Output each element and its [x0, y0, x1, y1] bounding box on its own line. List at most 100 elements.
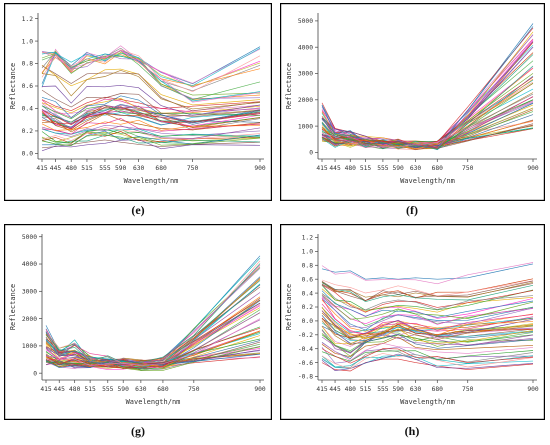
x-tick-label: 480	[345, 165, 357, 172]
spectrum-line	[321, 278, 534, 301]
chart-f: 0 1000 2000 3000 4000 5000 415 445 480 515 555 590 6…	[280, 3, 545, 201]
spectrum-line	[321, 280, 534, 302]
spectrum-line	[45, 260, 261, 365]
caption-f: (f)	[406, 203, 418, 217]
spectrum-line	[321, 99, 534, 149]
y-tick-label: 4000	[298, 44, 313, 51]
y-tick-label: -0.8	[298, 374, 313, 381]
spectrum-line	[321, 65, 534, 150]
spectrum-line	[41, 95, 261, 124]
x-tick-label: 900	[254, 165, 266, 172]
x-tick-label: 445	[54, 386, 66, 393]
y-axis-label: Reflectance	[285, 63, 293, 109]
spectrum-line	[41, 131, 261, 144]
x-tick-label: 900	[527, 386, 539, 393]
y-tick-label: 0.2	[302, 304, 314, 311]
spectrum-line	[45, 346, 261, 371]
x-tick-label: 415	[316, 386, 328, 393]
x-tick-label: 630	[410, 165, 422, 172]
x-tick-label: 680	[157, 386, 169, 393]
spectrum-line	[41, 47, 261, 87]
spectrum-line	[41, 119, 261, 131]
x-tick-label: 515	[360, 386, 372, 393]
x-tick-label: 445	[329, 165, 341, 172]
spectrum-line	[321, 353, 534, 371]
caption-e: (e)	[131, 203, 145, 217]
spectrum-line	[321, 353, 534, 370]
spectrum-line	[321, 342, 534, 361]
spectrum-line	[41, 132, 261, 143]
y-tick-label: 3000	[22, 289, 37, 296]
spectrum-line	[41, 113, 261, 130]
x-tick-label: 680	[432, 386, 444, 393]
spectrum-line	[321, 317, 534, 339]
x-tick-label: 630	[410, 386, 422, 393]
y-tick-label: 0	[309, 150, 313, 157]
spectrum-line	[321, 279, 534, 297]
spectrum-line	[321, 315, 534, 345]
spectrum-line	[41, 84, 261, 116]
panel-frame	[280, 224, 545, 420]
spectrum-line	[41, 118, 261, 135]
spectrum-line	[321, 293, 534, 327]
spectrum-line	[321, 310, 534, 339]
spectrum-line	[321, 290, 534, 318]
x-tick-label: 590	[392, 165, 404, 172]
series-group	[321, 262, 534, 372]
y-tick-label: 1000	[298, 123, 313, 130]
x-tick-label: 750	[462, 386, 474, 393]
x-tick-label: 750	[188, 386, 200, 393]
panel-frame	[280, 3, 545, 201]
x-tick-label: 590	[115, 165, 127, 172]
spectrum-line	[41, 89, 261, 118]
x-axis-label: Wavelength/nm	[400, 398, 455, 406]
y-tick-label: 0.6	[22, 83, 34, 90]
y-tick-label: -0.6	[298, 360, 313, 367]
panel-h: -0.8 -0.6 -0.4 -0.2 0.0 0.2 0.4 0.6 0.8 1.0 1.2 415…	[280, 224, 545, 420]
spectrum-line	[321, 348, 534, 364]
spectrum-line	[321, 307, 534, 334]
spectrum-line	[41, 139, 261, 149]
spectrum-line	[41, 112, 261, 128]
y-tick-label: 1000	[22, 343, 37, 350]
spectrum-line	[321, 293, 534, 319]
spectrum-line	[41, 127, 261, 142]
spectrum-line	[321, 263, 534, 280]
spectrum-line	[41, 105, 261, 120]
spectrum-line	[45, 267, 261, 367]
y-tick-label: 5000	[22, 234, 37, 241]
series-group	[45, 255, 261, 371]
spectrum-line	[41, 113, 261, 133]
caption-g: (g)	[131, 424, 145, 438]
caption-h: (h)	[404, 424, 420, 438]
x-tick-label: 415	[40, 386, 52, 393]
x-tick-label: 515	[84, 386, 96, 393]
spectrum-line	[45, 263, 261, 364]
x-tick-label: 415	[316, 165, 328, 172]
y-tick-label: -0.4	[298, 346, 313, 353]
x-tick-label: 445	[50, 165, 62, 172]
spectrum-line	[321, 285, 534, 311]
spectrum-line	[321, 295, 534, 320]
x-tick-label: 750	[462, 165, 474, 172]
spectrum-line	[321, 283, 534, 301]
spectrum-line	[321, 38, 534, 143]
series-group	[321, 23, 534, 151]
panel-frame	[4, 224, 272, 420]
spectrum-line	[41, 50, 261, 103]
x-tick-label: 630	[133, 165, 145, 172]
y-tick-label: 0	[33, 370, 37, 377]
x-tick-label: 555	[377, 386, 389, 393]
y-tick-label: 5000	[298, 18, 313, 25]
spectrum-line	[41, 65, 261, 112]
spectrum-line	[321, 46, 534, 149]
x-tick-label: 480	[66, 165, 78, 172]
spectrum-line	[321, 295, 534, 328]
spectrum-line	[41, 96, 261, 112]
y-tick-label: 0.0	[302, 318, 314, 325]
y-tick-label: 1.2	[302, 235, 314, 242]
spectrum-line	[321, 262, 534, 285]
spectrum-line	[41, 64, 261, 106]
spectrum-line	[321, 123, 534, 149]
series-group	[41, 45, 261, 152]
